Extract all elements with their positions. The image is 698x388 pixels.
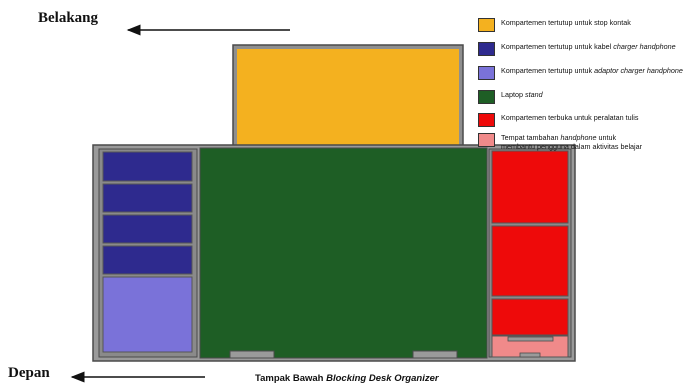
legend-label: Kompartemen tertutup untuk kabel charger… bbox=[501, 42, 676, 51]
legend-item: Kompartemen tertutup untuk adaptor charg… bbox=[478, 66, 696, 80]
legend-item: Laptop stand bbox=[478, 90, 696, 104]
stationery-compartment-1 bbox=[491, 150, 569, 224]
cable-compartment-1 bbox=[102, 151, 193, 182]
phone-holder-slot bbox=[507, 336, 554, 342]
cable-compartment-4 bbox=[102, 245, 193, 275]
caption-emphasis: Blocking Desk Organizer bbox=[326, 373, 439, 384]
legend-swatch bbox=[478, 133, 495, 147]
legend-label: Laptop stand bbox=[501, 90, 543, 99]
figure-caption: Tampak Bawah Blocking Desk Organizer bbox=[255, 373, 439, 384]
back-label: Belakang bbox=[38, 10, 99, 26]
cable-compartment-2 bbox=[102, 183, 193, 213]
legend-swatch bbox=[478, 113, 495, 127]
laptop-stand bbox=[199, 147, 488, 359]
legend-item: Kompartemen tertutup untuk stop kontak bbox=[478, 18, 696, 32]
legend-swatch bbox=[478, 42, 495, 56]
legend-label: Kompartemen terbuka untuk peralatan tuli… bbox=[501, 113, 639, 122]
legend-item: Kompartemen tertutup untuk kabel charger… bbox=[478, 42, 696, 56]
legend-label: Kompartemen tertutup untuk adaptor charg… bbox=[501, 66, 683, 75]
legend-label: Tempat tambahan handphone untuk membantu… bbox=[501, 133, 643, 151]
legend-label: Kompartemen tertutup untuk stop kontak bbox=[501, 18, 631, 27]
cable-compartment-3 bbox=[102, 214, 193, 244]
legend-item: Tempat tambahan handphone untuk membantu… bbox=[478, 133, 696, 151]
stationery-compartment-3 bbox=[491, 298, 569, 336]
laptop-stand-foot-left bbox=[229, 350, 275, 359]
front-label: Depan bbox=[8, 365, 50, 381]
phone-holder-notch bbox=[519, 352, 541, 358]
caption-prefix: Tampak Bawah bbox=[255, 373, 327, 384]
socket-compartment bbox=[237, 49, 459, 146]
legend-swatch bbox=[478, 90, 495, 104]
stationery-compartment-2 bbox=[491, 225, 569, 297]
laptop-stand-foot-right bbox=[412, 350, 458, 359]
adaptor-compartment bbox=[102, 276, 193, 353]
legend-swatch bbox=[478, 66, 495, 80]
legend-item: Kompartemen terbuka untuk peralatan tuli… bbox=[478, 113, 696, 127]
legend-swatch bbox=[478, 18, 495, 32]
